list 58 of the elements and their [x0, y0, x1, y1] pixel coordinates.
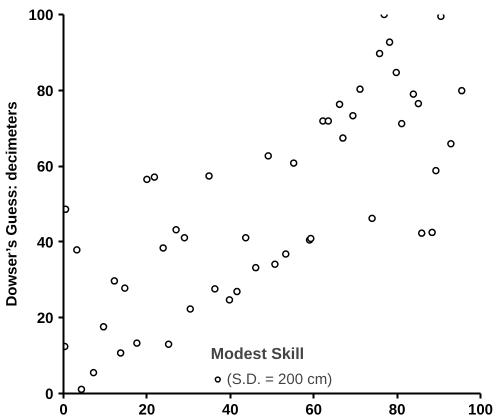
point	[437, 14, 445, 20]
legend-label: (S.D. = 200 cm)	[226, 370, 332, 388]
y-tick-label: 0	[45, 386, 54, 403]
y-tick-label: 60	[36, 158, 54, 176]
point	[432, 166, 440, 174]
point	[264, 152, 272, 160]
point	[386, 38, 394, 46]
point	[143, 176, 151, 184]
point	[211, 285, 219, 293]
x-tick-label: 60	[305, 402, 322, 417]
y-tick-label: 40	[36, 234, 54, 252]
point	[418, 229, 426, 237]
point	[458, 86, 466, 94]
point	[324, 117, 332, 125]
point	[78, 386, 86, 394]
point	[414, 100, 422, 108]
x-tick-label: 80	[388, 402, 406, 417]
point	[447, 140, 455, 148]
y-tick-label: 100	[28, 7, 54, 24]
x-tick-label: 0	[59, 402, 68, 417]
point	[271, 260, 279, 268]
point	[290, 159, 298, 167]
point	[392, 68, 400, 76]
point	[100, 323, 108, 331]
point	[349, 112, 357, 120]
point	[110, 277, 118, 285]
point	[150, 173, 158, 181]
point	[336, 100, 344, 108]
point	[133, 339, 141, 347]
point	[164, 340, 172, 348]
point	[282, 250, 290, 258]
point	[90, 368, 98, 376]
point	[368, 214, 376, 222]
point	[398, 120, 406, 128]
point	[172, 226, 180, 234]
y-axis-title: Dowser’s Guess: decimeters	[3, 101, 20, 307]
point	[159, 244, 167, 252]
x-tick-label: 40	[222, 402, 239, 417]
point	[242, 234, 250, 242]
point	[180, 234, 188, 242]
x-tick-label: 20	[138, 402, 156, 417]
point	[428, 228, 436, 236]
point	[252, 264, 260, 272]
point	[116, 349, 124, 357]
point	[121, 284, 129, 292]
point	[339, 134, 347, 142]
y-tick-label: 80	[36, 82, 54, 100]
point	[226, 296, 234, 304]
point	[73, 246, 81, 254]
point	[410, 90, 418, 98]
point	[356, 85, 364, 93]
point	[205, 172, 213, 180]
legend-title: Modest Skill	[210, 346, 306, 364]
y-tick-label: 20	[36, 310, 54, 328]
point	[376, 50, 384, 58]
point	[186, 305, 194, 313]
point	[233, 288, 241, 296]
x-tick-label: 100	[468, 402, 494, 417]
